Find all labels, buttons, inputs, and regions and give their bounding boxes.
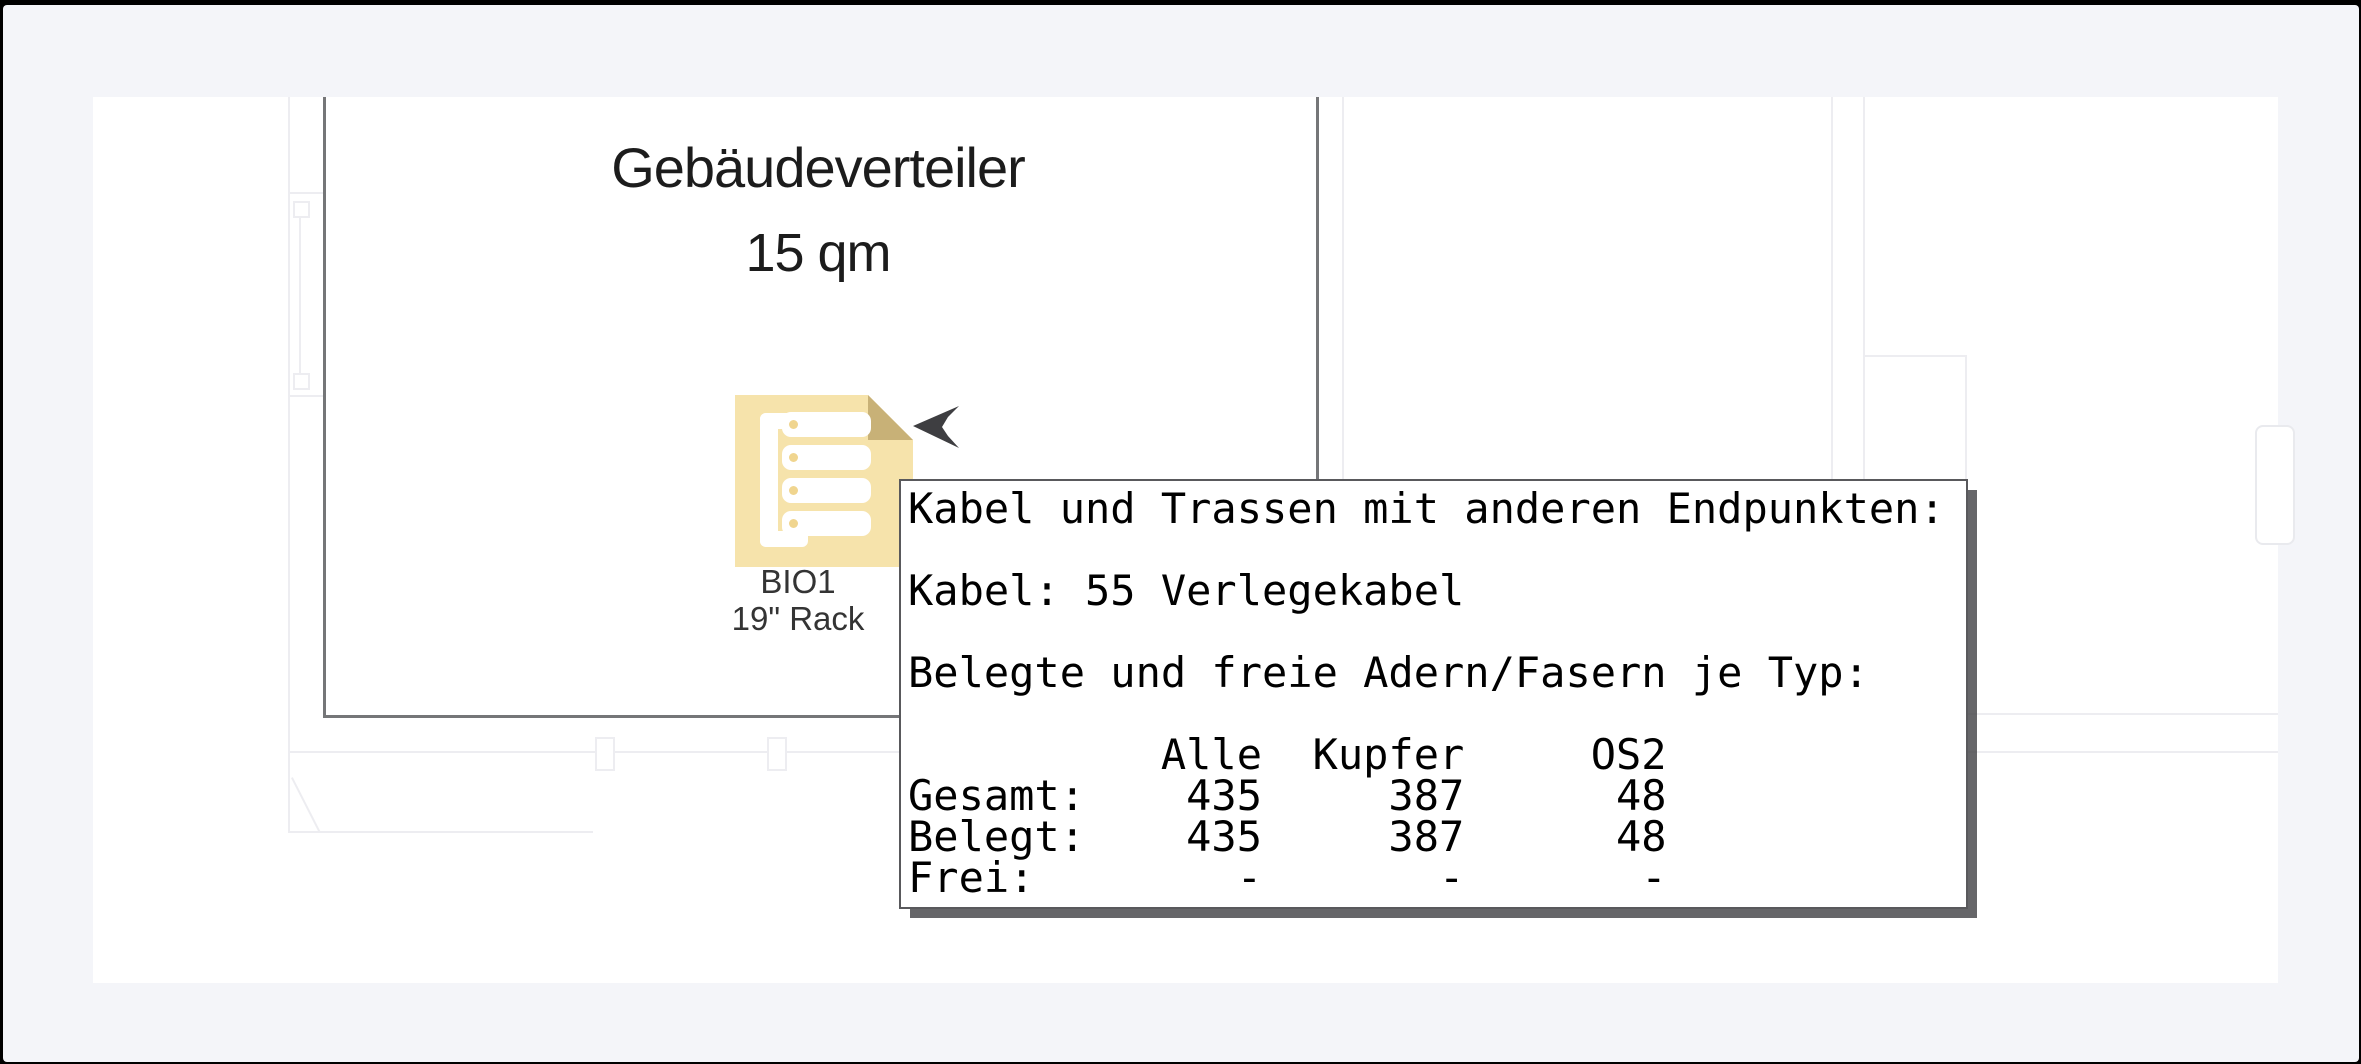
corridor-line (288, 831, 593, 833)
wall-line (1831, 97, 1833, 479)
wall-line (288, 97, 290, 833)
app-background: Gebäudeverteiler 15 qm BIO1 19" Rack Kab… (3, 5, 2359, 1062)
window-line (299, 216, 301, 374)
rack-unit (782, 478, 871, 503)
door-jamb (293, 373, 310, 390)
rack-unit-led (789, 486, 798, 495)
device-name: BIO1 (760, 563, 836, 600)
wall-line (288, 192, 324, 194)
rack-unit-led (789, 519, 798, 528)
tooltip-table-header: Alle Kupfer OS2 (908, 730, 1667, 779)
shaft-outline (1863, 355, 1967, 481)
rack-unit-led (789, 453, 798, 462)
rack-device-label: BIO1 19" Rack (638, 563, 958, 637)
cursor-arrow-icon (913, 406, 959, 448)
device-tooltip: Kabel und Trassen mit anderen Endpunkten… (899, 479, 1968, 909)
door-jamb (595, 737, 615, 771)
rack-unit (782, 511, 871, 536)
device-type: 19" Rack (731, 600, 865, 637)
tooltip-line-types: Belegte und freie Adern/Fasern je Typ: (908, 648, 1869, 697)
tooltip-line-blank (908, 529, 1966, 570)
rack-icon[interactable] (735, 395, 913, 567)
rack-frame (760, 413, 778, 547)
tooltip-table-row: Frei: - - - (908, 853, 1667, 902)
wall-line (1342, 97, 1344, 479)
folded-corner-icon (868, 395, 913, 440)
room-area: 15 qm (745, 223, 891, 283)
tooltip-table-row: Gesamt: 435 387 48 (908, 771, 1667, 820)
tooltip-line-cables: Kabel: 55 Verlegekabel (908, 566, 1465, 615)
tooltip-line-blank (908, 693, 1966, 734)
wall-line (288, 395, 324, 397)
room-title: Gebäudeverteiler (611, 136, 1026, 199)
door-jamb (293, 201, 310, 218)
rack-unit (782, 412, 871, 437)
door-jamb (767, 737, 787, 771)
wall-line (1863, 97, 1865, 479)
page-edge-widget (2255, 425, 2295, 545)
tooltip-line-endpoints: Kabel und Trassen mit anderen Endpunkten… (908, 484, 1945, 533)
rack-unit-led (789, 420, 798, 429)
tooltip-table-row: Belegt: 435 387 48 (908, 812, 1667, 861)
rack-unit (782, 445, 871, 470)
tooltip-line-blank (908, 611, 1966, 652)
